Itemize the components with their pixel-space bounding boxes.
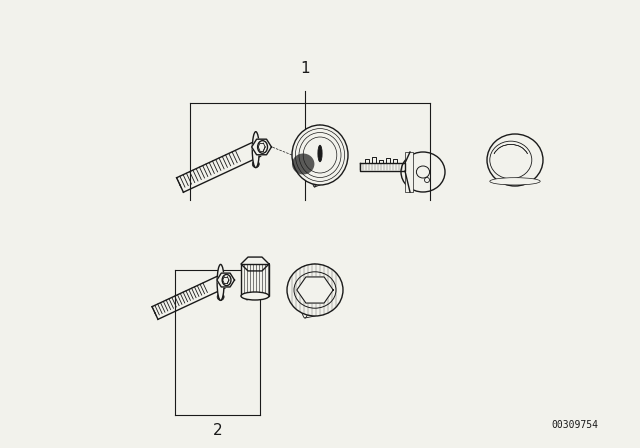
- Text: 2: 2: [213, 422, 223, 438]
- Polygon shape: [360, 163, 405, 171]
- Ellipse shape: [217, 293, 224, 301]
- Ellipse shape: [310, 127, 319, 187]
- Ellipse shape: [292, 125, 348, 185]
- Ellipse shape: [487, 134, 543, 186]
- Text: 00309754: 00309754: [551, 420, 598, 430]
- Ellipse shape: [490, 178, 540, 185]
- Text: 1: 1: [300, 60, 310, 76]
- Bar: [405, 152, 413, 192]
- Ellipse shape: [292, 154, 314, 175]
- Polygon shape: [297, 277, 333, 303]
- Ellipse shape: [252, 132, 259, 168]
- Bar: [241, 264, 269, 296]
- Ellipse shape: [241, 292, 269, 300]
- Ellipse shape: [217, 264, 224, 301]
- Ellipse shape: [258, 141, 268, 153]
- Ellipse shape: [417, 166, 429, 178]
- Ellipse shape: [318, 145, 322, 162]
- Polygon shape: [252, 139, 271, 155]
- Polygon shape: [241, 257, 269, 271]
- Ellipse shape: [300, 266, 310, 318]
- Polygon shape: [217, 273, 234, 287]
- Ellipse shape: [294, 272, 336, 308]
- Ellipse shape: [401, 152, 445, 192]
- Ellipse shape: [287, 264, 343, 316]
- Ellipse shape: [252, 160, 259, 168]
- Ellipse shape: [243, 260, 250, 300]
- Ellipse shape: [222, 275, 231, 286]
